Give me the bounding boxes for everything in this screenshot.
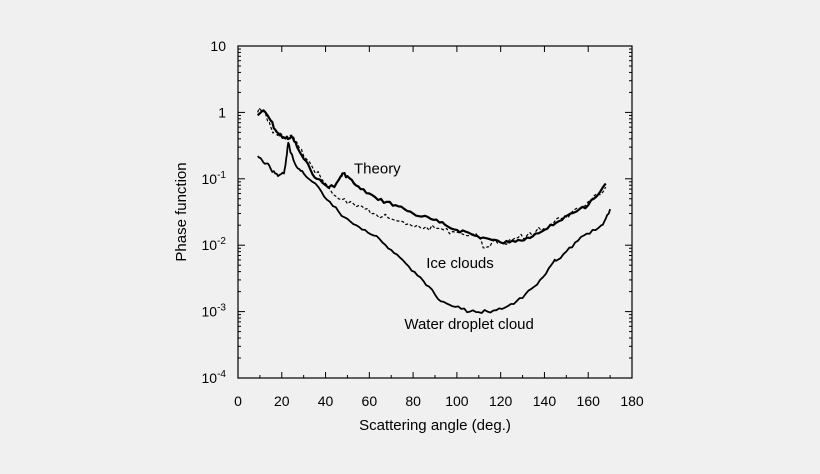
y-tick-base: 10: [202, 237, 218, 253]
annotation-label: Water droplet cloud: [404, 316, 534, 333]
y-tick-exponent: -1: [217, 170, 226, 181]
series-layer: [256, 107, 611, 314]
x-tick-label: 0: [234, 393, 242, 409]
y-tick-label: 10-2: [202, 236, 227, 253]
y-tick-base: 10: [202, 304, 218, 320]
series-line-theory: [256, 109, 607, 245]
x-tick-label: 40: [318, 393, 334, 409]
x-tick-label: 120: [489, 393, 513, 409]
x-tick-label: 100: [445, 393, 469, 409]
y-tick-label: 10: [210, 38, 226, 54]
y-tick-label: 10-1: [202, 170, 227, 187]
y-tick-base: 10: [202, 370, 218, 386]
x-tick-label: 160: [577, 393, 601, 409]
y-tick-base: 10: [202, 171, 218, 187]
y-tick-base: 10: [210, 38, 226, 54]
y-tick-base: 1: [218, 104, 226, 120]
annotation-layer: Theory Ice clouds Water droplet cloud: [354, 161, 534, 333]
y-tick-label: 10-3: [202, 303, 227, 320]
y-tick-exponent: -3: [217, 303, 226, 314]
y-tick-label: 1: [218, 104, 226, 120]
annotation-label: Theory: [354, 161, 401, 178]
x-tick-label: 60: [362, 393, 378, 409]
y-axis-label: Phase function: [173, 162, 190, 261]
x-tick-label: 20: [274, 393, 290, 409]
x-tick-label: 140: [533, 393, 557, 409]
x-tick-label: 180: [620, 393, 644, 409]
y-tick-exponent: -4: [217, 369, 226, 380]
x-axis-label: Scattering angle (deg.): [359, 417, 511, 434]
series-line-water-droplet-cloud: [257, 141, 611, 314]
y-tick-exponent: -2: [217, 236, 226, 247]
y-tick-label: 10-4: [202, 369, 227, 386]
series-line-ice-clouds: [257, 107, 607, 249]
annotation-label: Ice clouds: [426, 255, 494, 272]
x-tick-label: 80: [405, 393, 421, 409]
x-axis: 0 20 40 60 80 100 120 140 160 180: [234, 46, 644, 409]
